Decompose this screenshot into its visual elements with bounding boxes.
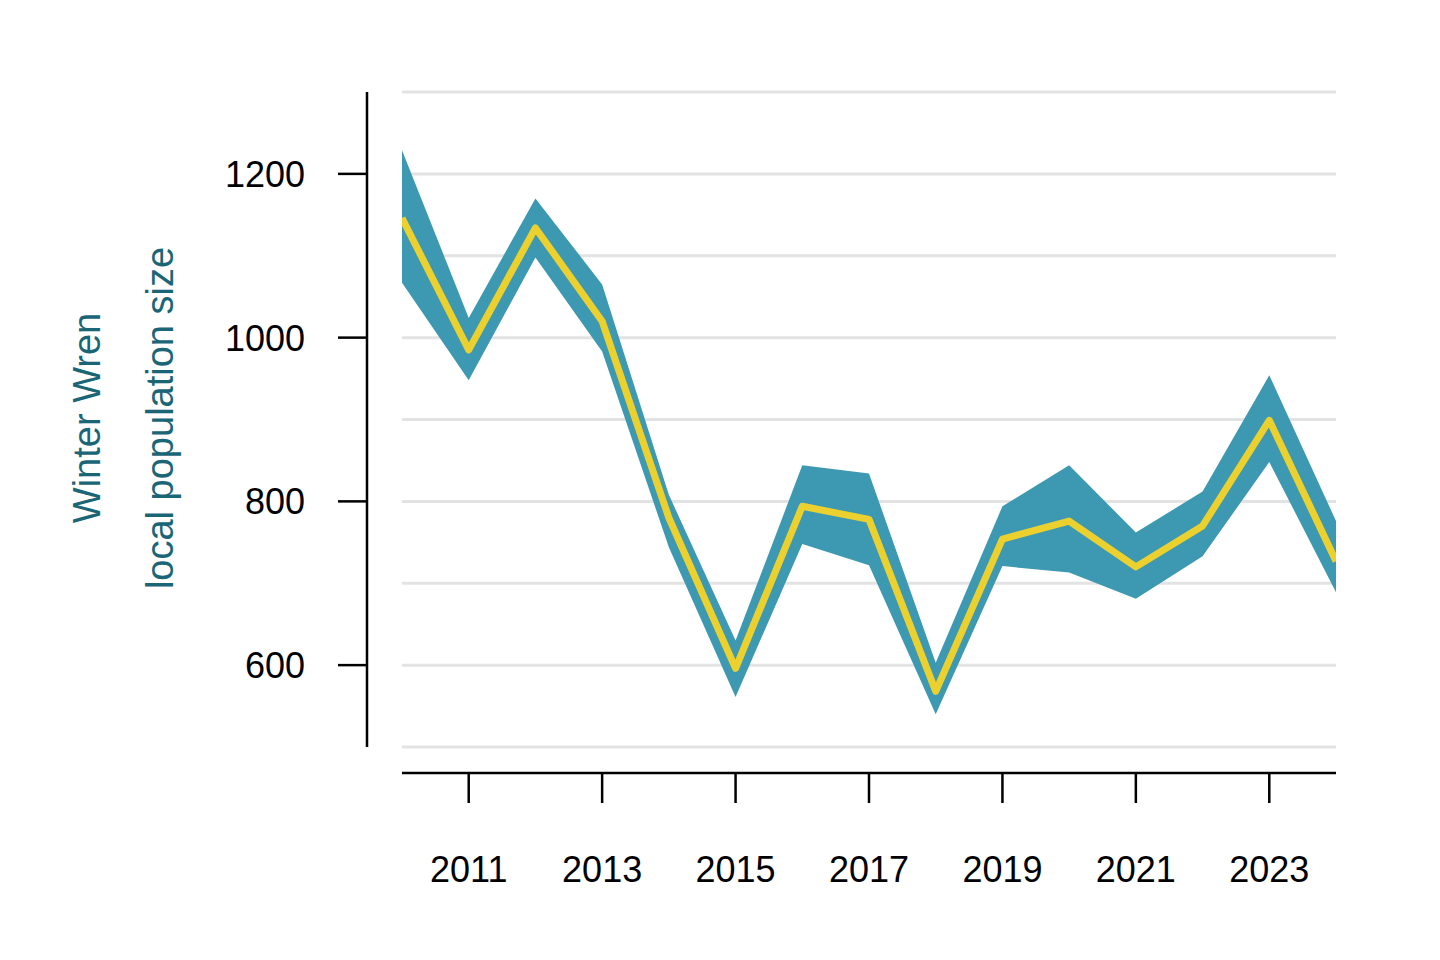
- x-tick: [1268, 773, 1271, 803]
- grid-line: [402, 746, 1336, 749]
- x-tick-label: 2015: [696, 849, 776, 890]
- x-tick: [1001, 773, 1004, 803]
- grid-line: [402, 418, 1336, 421]
- y-tick: [338, 173, 367, 176]
- x-tick: [868, 773, 871, 803]
- grid-line: [402, 664, 1336, 667]
- grid-line: [402, 172, 1336, 175]
- x-tick: [601, 773, 604, 803]
- confidence-band: [402, 150, 1336, 714]
- chart: 600 800 1000 1200 2011 2013 2015 2017 2019 2021 20…: [0, 0, 1440, 960]
- x-tick-label: 2017: [829, 849, 909, 890]
- y-axis-label: Winter Wrenlocal population size: [66, 247, 181, 589]
- x-tick-label: 2021: [1096, 849, 1176, 890]
- y-tick-label: 600: [245, 645, 305, 686]
- x-tick-label: 2019: [962, 849, 1042, 890]
- x-tick-label: 2013: [562, 849, 642, 890]
- x-tick: [1135, 773, 1138, 803]
- y-axis: [366, 92, 369, 747]
- y-tick-label: 800: [245, 481, 305, 522]
- grid-line: [402, 582, 1336, 585]
- x-tick-label: 2023: [1229, 849, 1309, 890]
- x-tick: [734, 773, 737, 803]
- y-tick-label: 1000: [225, 318, 305, 359]
- y-tick: [338, 500, 367, 503]
- grid-line: [402, 91, 1336, 94]
- x-tick: [467, 773, 470, 803]
- y-tick: [338, 336, 367, 339]
- x-tick-label: 2011: [430, 849, 507, 890]
- y-tick: [338, 664, 367, 667]
- grid-line: [402, 336, 1336, 339]
- plot-area: [402, 150, 1336, 714]
- line: [402, 218, 1336, 691]
- y-tick-label: 1200: [225, 154, 305, 195]
